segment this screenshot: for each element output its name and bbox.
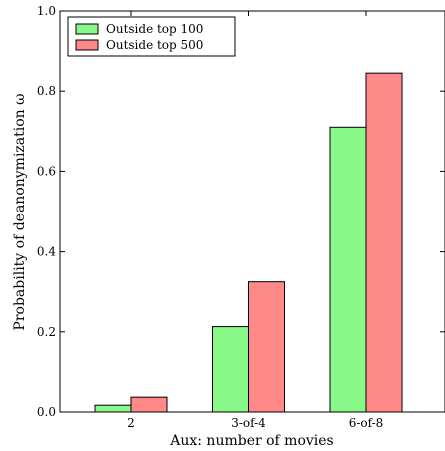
bar-1-2: [94, 404, 132, 413]
legend: Outside top 100 Outside top 500: [67, 16, 236, 57]
y-axis-title: Probability of deanonymization ω: [12, 93, 28, 330]
x-tick-label: 6-of-8: [349, 416, 384, 430]
ticks-layer: 0.0 0.2 0.4 0.6 0.8 1.0 2 3-of-4 6-of-8: [37, 4, 445, 430]
legend-swatch-1: [75, 23, 99, 35]
legend-label-2: Outside top 500: [106, 38, 203, 52]
y-tick-label: 0.6: [37, 164, 56, 178]
y-tick-label: 1.0: [37, 4, 56, 18]
x-tick-label: 2: [127, 416, 135, 430]
x-tick-label: 3-of-4: [231, 416, 266, 430]
bar-2-2: [130, 396, 168, 413]
y-tick-label: 0.4: [37, 245, 56, 259]
bar-1-6-of-8: [329, 126, 367, 413]
y-tick-label: 0.2: [37, 325, 56, 339]
bar-2-3-of-4: [248, 281, 285, 413]
bars-layer: [94, 72, 403, 413]
legend-swatch-2: [75, 39, 99, 51]
legend-label-1: Outside top 100: [106, 22, 203, 36]
y-tick-label: 0.8: [37, 84, 56, 98]
bar-2-6-of-8: [365, 72, 403, 413]
x-axis-title: Aux: number of movies: [169, 433, 334, 449]
y-tick-label: 0.0: [37, 405, 56, 419]
bar-1-3-of-4: [212, 326, 249, 413]
